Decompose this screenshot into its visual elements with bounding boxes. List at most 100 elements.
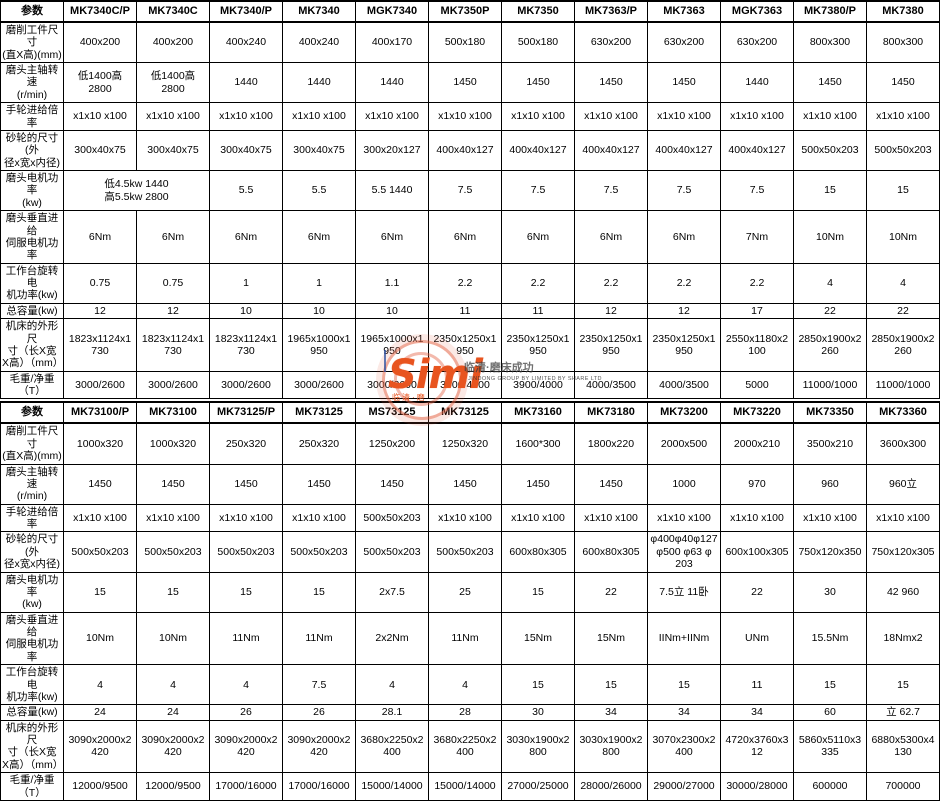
table-row: 手轮进给倍率 x1x10 x100 x1x10 x100 x1x10 x100 x1x1… bbox=[0, 503, 940, 533]
cell-t2-r2-c8: x1x10 x100 bbox=[647, 503, 721, 533]
cell-t2-r7-c5: 28 bbox=[428, 704, 502, 721]
cell-t1-r0-c4: 400x170 bbox=[355, 21, 429, 64]
row-label-t1-5: 磨头垂直进给 伺服电机功率 bbox=[0, 210, 64, 264]
cell-t1-r8-c3: 1965x1000x1 950 bbox=[282, 318, 356, 372]
model-header-t1-2: MK7340/P bbox=[209, 0, 283, 23]
model-header-t1-1: MK7340C bbox=[136, 0, 210, 23]
cell-t2-r1-c1: 1450 bbox=[136, 463, 210, 505]
cell-t1-r7-c0: 12 bbox=[63, 302, 137, 320]
cell-t1-r1-c9: 1440 bbox=[720, 62, 794, 104]
cell-t1-r7-c2: 10 bbox=[209, 302, 283, 320]
cell-t1-r7-c1: 12 bbox=[136, 302, 210, 320]
cell-t2-r9-c8: 29000/27000 bbox=[647, 772, 721, 801]
cell-t2-r1-c10: 960 bbox=[793, 463, 867, 505]
cell-t2-r2-c6: x1x10 x100 bbox=[501, 503, 575, 533]
cell-t2-r1-c5: 1450 bbox=[428, 463, 502, 505]
cell-t1-r9-c0: 3000/2600 bbox=[63, 370, 137, 400]
cell-t1-r3-c10: 500x50x203 bbox=[793, 129, 867, 172]
cell-t2-r7-c8: 34 bbox=[647, 704, 721, 721]
cell-t1-r2-c5: x1x10 x100 bbox=[428, 102, 502, 131]
cell-t2-r6-c7: 15 bbox=[574, 664, 648, 706]
cell-t1-r0-c1: 400x200 bbox=[136, 21, 210, 64]
table-row: 砂轮的尺寸(外 径x宽x内径) 500x50x203 500x50x203 500x50… bbox=[0, 531, 940, 573]
cell-t1-r6-c10: 4 bbox=[793, 262, 867, 304]
cell-t1-r8-c11: 2850x1900x2 260 bbox=[866, 318, 940, 372]
cell-t1-r8-c7: 2350x1250x1 950 bbox=[574, 318, 648, 372]
cell-t1-r4-c5: 7.5 bbox=[574, 170, 648, 212]
cell-t2-r2-c1: x1x10 x100 bbox=[136, 503, 210, 533]
cell-t1-r5-c7: 6Nm bbox=[574, 210, 648, 264]
model-header-t1-8: MK7363 bbox=[647, 0, 721, 23]
cell-t2-r9-c5: 15000/14000 bbox=[428, 772, 502, 801]
cell-t2-r8-c10: 5860x5110x3 335 bbox=[793, 719, 867, 774]
model-header-t2-10: MK73350 bbox=[793, 401, 867, 425]
cell-t2-r1-c0: 1450 bbox=[63, 463, 137, 505]
cell-t1-r3-c4: 300x20x127 bbox=[355, 129, 429, 172]
cell-t1-r2-c1: x1x10 x100 bbox=[136, 102, 210, 131]
cell-t1-r1-c10: 1450 bbox=[793, 62, 867, 104]
cell-t1-r8-c8: 2350x1250x1 950 bbox=[647, 318, 721, 372]
cell-t1-r4-c1: 5.5 bbox=[282, 170, 356, 212]
model-header-t2-0: MK73100/P bbox=[63, 401, 137, 425]
cell-t2-r2-c5: x1x10 x100 bbox=[428, 503, 502, 533]
cell-t1-r9-c7: 4000/3500 bbox=[574, 370, 648, 400]
cell-t2-r7-c11: 立 62.7 bbox=[866, 704, 940, 721]
cell-t2-r1-c9: 970 bbox=[720, 463, 794, 505]
cell-t1-r1-c11: 1450 bbox=[866, 62, 940, 104]
cell-t2-r4-c8: 7.5立 11卧 bbox=[647, 571, 721, 613]
cell-t1-r9-c9: 5000 bbox=[720, 370, 794, 400]
cell-t1-r4-c2: 5.5 1440 bbox=[355, 170, 429, 212]
cell-t2-r8-c11: 6880x5300x4 130 bbox=[866, 719, 940, 774]
model-header-t2-1: MK73100 bbox=[136, 401, 210, 425]
cell-t2-r6-c6: 15 bbox=[501, 664, 575, 706]
cell-t2-r6-c1: 4 bbox=[136, 664, 210, 706]
cell-t2-r9-c4: 15000/14000 bbox=[355, 772, 429, 801]
table-row: 磨头电机功率 (kw) 15 15 15 15 2x7.5 25 15 22 7.5立 11卧 22 3… bbox=[0, 571, 940, 613]
cell-t2-r7-c0: 24 bbox=[63, 704, 137, 721]
cell-t1-r9-c11: 11000/1000 bbox=[866, 370, 940, 400]
cell-t2-r0-c9: 2000x210 bbox=[720, 422, 794, 465]
model-header-t2-3: MK73125 bbox=[282, 401, 356, 425]
cell-t1-r6-c1: 0.75 bbox=[136, 262, 210, 304]
table-row: 毛重/净重 （T） 3000/2600 3000/2600 3000/2600 3000/… bbox=[0, 370, 940, 400]
row-label-t1-7: 总容量(kw) bbox=[0, 302, 64, 320]
model-header-t1-9: MGK7363 bbox=[720, 0, 794, 23]
cell-t2-r0-c6: 1600*300 bbox=[501, 422, 575, 465]
cell-t1-r4-c0: 5.5 bbox=[209, 170, 283, 212]
model-header-t1-10: MK7380/P bbox=[793, 0, 867, 23]
cell-t1-r1-c6: 1450 bbox=[501, 62, 575, 104]
cell-t1-r0-c8: 630x200 bbox=[647, 21, 721, 64]
cell-t2-r9-c10: 600000 bbox=[793, 772, 867, 801]
cell-t2-r3-c0: 500x50x203 bbox=[63, 531, 137, 573]
cell-t1-r9-c4: 3000/2600 bbox=[355, 370, 429, 400]
cell-t1-r9-c2: 3000/2600 bbox=[209, 370, 283, 400]
cell-t2-r0-c1: 1000x320 bbox=[136, 422, 210, 465]
cell-t2-r3-c10: 750x120x350 bbox=[793, 531, 867, 573]
cell-t1-r4-c4: 7.5 bbox=[501, 170, 575, 212]
cell-t1-r8-c10: 2850x1900x2 260 bbox=[793, 318, 867, 372]
cell-t1-r1-c5: 1450 bbox=[428, 62, 502, 104]
cell-t1-r4-c9: 15 bbox=[866, 170, 940, 212]
table-row: 工作台旋转电 机功率(kw) 0.75 0.75 1 1 1.1 2.2 2.2 2.2 2.2 2.… bbox=[0, 262, 940, 304]
cell-t2-r8-c4: 3680x2250x2 400 bbox=[355, 719, 429, 774]
table-row: 砂轮的尺寸(外 径x宽x内径) 300x40x75 300x40x75 300x40x7… bbox=[0, 129, 940, 172]
cell-t1-r8-c2: 1823x1124x1 730 bbox=[209, 318, 283, 372]
table-row: 毛重/净重 （T） 12000/9500 12000/9500 17000/16000 1… bbox=[0, 772, 940, 801]
row-label-t1-3: 砂轮的尺寸(外 径x宽x内径) bbox=[0, 129, 64, 172]
cell-t2-r9-c0: 12000/9500 bbox=[63, 772, 137, 801]
cell-t2-r1-c2: 1450 bbox=[209, 463, 283, 505]
cell-t1-r5-c11: 10Nm bbox=[866, 210, 940, 264]
cell-t2-r8-c1: 3090x2000x2 420 bbox=[136, 719, 210, 774]
row-label-t2-5: 磨头垂直进给 伺服电机功率 bbox=[0, 611, 64, 666]
cell-t2-r4-c2: 15 bbox=[209, 571, 283, 613]
cell-t1-r0-c7: 630x200 bbox=[574, 21, 648, 64]
cell-t2-r7-c3: 26 bbox=[282, 704, 356, 721]
cell-t2-r8-c5: 3680x2250x2 400 bbox=[428, 719, 502, 774]
cell-t2-r6-c10: 15 bbox=[793, 664, 867, 706]
cell-t1-r9-c6: 3900/4000 bbox=[501, 370, 575, 400]
table-row: 磨头主轴转速 (r/min) 1450 1450 1450 1450 1450 1450 145… bbox=[0, 463, 940, 505]
cell-t2-r6-c8: 15 bbox=[647, 664, 721, 706]
table-row: 磨头电机功率 (kw) 低4.5kw 1440 高5.5kw 2800 5.5 5.5 5.… bbox=[0, 170, 940, 212]
cell-t2-r5-c7: 15Nm bbox=[574, 611, 648, 666]
cell-t2-r1-c11: 960立 bbox=[866, 463, 940, 505]
